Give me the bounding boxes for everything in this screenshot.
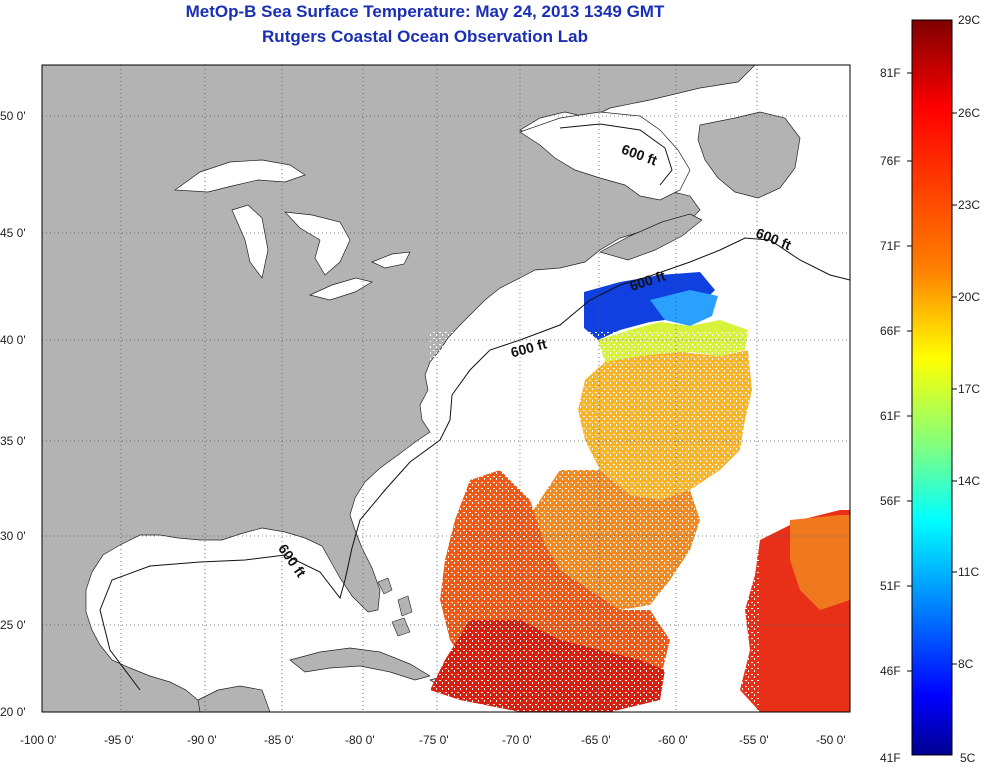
land-yucatan xyxy=(197,685,271,712)
colorbar-fahrenheit-label: 51F xyxy=(880,579,901,593)
lat-tick-label: 35 0' xyxy=(0,434,26,448)
lon-tick-label: -60 0' xyxy=(658,733,688,747)
lat-tick-label: 20 0' xyxy=(0,705,26,719)
colorbar-fahrenheit-label: 46F xyxy=(880,664,901,678)
lon-tick-label: -65 0' xyxy=(581,733,611,747)
colorbar-fahrenheit-label: 81F xyxy=(880,66,901,80)
land-cuba xyxy=(289,647,431,681)
lon-tick-label: -50 0' xyxy=(816,733,846,747)
colorbar-celsius-label: 26C xyxy=(958,106,980,120)
lake-michigan-huron xyxy=(231,204,351,279)
contour-600ft-gulf-stlawrence xyxy=(559,123,673,186)
colorbar-fahrenheit-label: 56F xyxy=(880,494,901,508)
colorbar-fahrenheit-label: 61F xyxy=(880,409,901,423)
colorbar-fahrenheit-label: 76F xyxy=(880,154,901,168)
land-bahamas xyxy=(377,577,413,637)
colorbar-celsius-label: 8C xyxy=(958,657,974,671)
colorbar-celsius-label: 14C xyxy=(958,474,980,488)
lat-tick-label: 50 0' xyxy=(0,109,26,123)
land-newfoundland xyxy=(697,111,801,199)
colorbar-celsius-label: 11C xyxy=(958,565,979,579)
colorbar-gradient xyxy=(911,19,953,756)
latitude-axis: 50 0' 45 0' 40 0' 35 0' 30 0' 25 0' 20 0… xyxy=(0,109,26,719)
colorbar-fahrenheit-label: 71F xyxy=(880,239,901,253)
map-frame xyxy=(41,64,851,713)
lat-tick-label: 45 0' xyxy=(0,226,26,240)
lon-tick-label: -80 0' xyxy=(345,733,375,747)
colorbar-fahrenheit-label: 41F xyxy=(880,751,901,765)
lon-tick-label: -55 0' xyxy=(739,733,769,747)
lon-tick-label: -95 0' xyxy=(104,733,134,747)
gridlines xyxy=(42,65,850,712)
colorbar-celsius-label: 17C xyxy=(958,382,980,396)
lat-tick-label: 30 0' xyxy=(0,529,26,543)
map-title: MetOp-B Sea Surface Temperature: May 24,… xyxy=(185,2,665,21)
lat-tick-label: 40 0' xyxy=(0,333,26,347)
gulf-st-lawrence xyxy=(519,111,691,201)
lake-erie-ontario xyxy=(308,251,411,301)
contour-600ft xyxy=(99,237,850,691)
lon-tick-label: -70 0' xyxy=(502,733,532,747)
colorbar-fahrenheit-label: 66F xyxy=(880,324,901,338)
longitude-axis: -100 0' -95 0' -90 0' -85 0' -80 0' -75 … xyxy=(20,733,846,747)
lon-tick-label: -90 0' xyxy=(187,733,217,747)
colorbar-celsius-label: 5C xyxy=(960,751,976,765)
lake-superior xyxy=(173,159,306,193)
colorbar-celsius-label: 29C xyxy=(958,13,980,27)
map-subtitle: Rutgers Coastal Ocean Observation Lab xyxy=(262,27,588,46)
colorbar-celsius-label: 20C xyxy=(958,290,980,304)
lon-tick-label: -75 0' xyxy=(419,733,449,747)
colorbar-celsius-label: 23C xyxy=(958,198,980,212)
colorbar: 29C 26C 23C 20C 17C 14C 11C 8C 5C 81F 76… xyxy=(880,13,980,765)
land-nova-scotia xyxy=(599,213,703,261)
lat-tick-label: 25 0' xyxy=(0,618,26,632)
lon-tick-label: -85 0' xyxy=(264,733,294,747)
sst-swath xyxy=(430,272,850,712)
lon-tick-label: -100 0' xyxy=(20,733,56,747)
